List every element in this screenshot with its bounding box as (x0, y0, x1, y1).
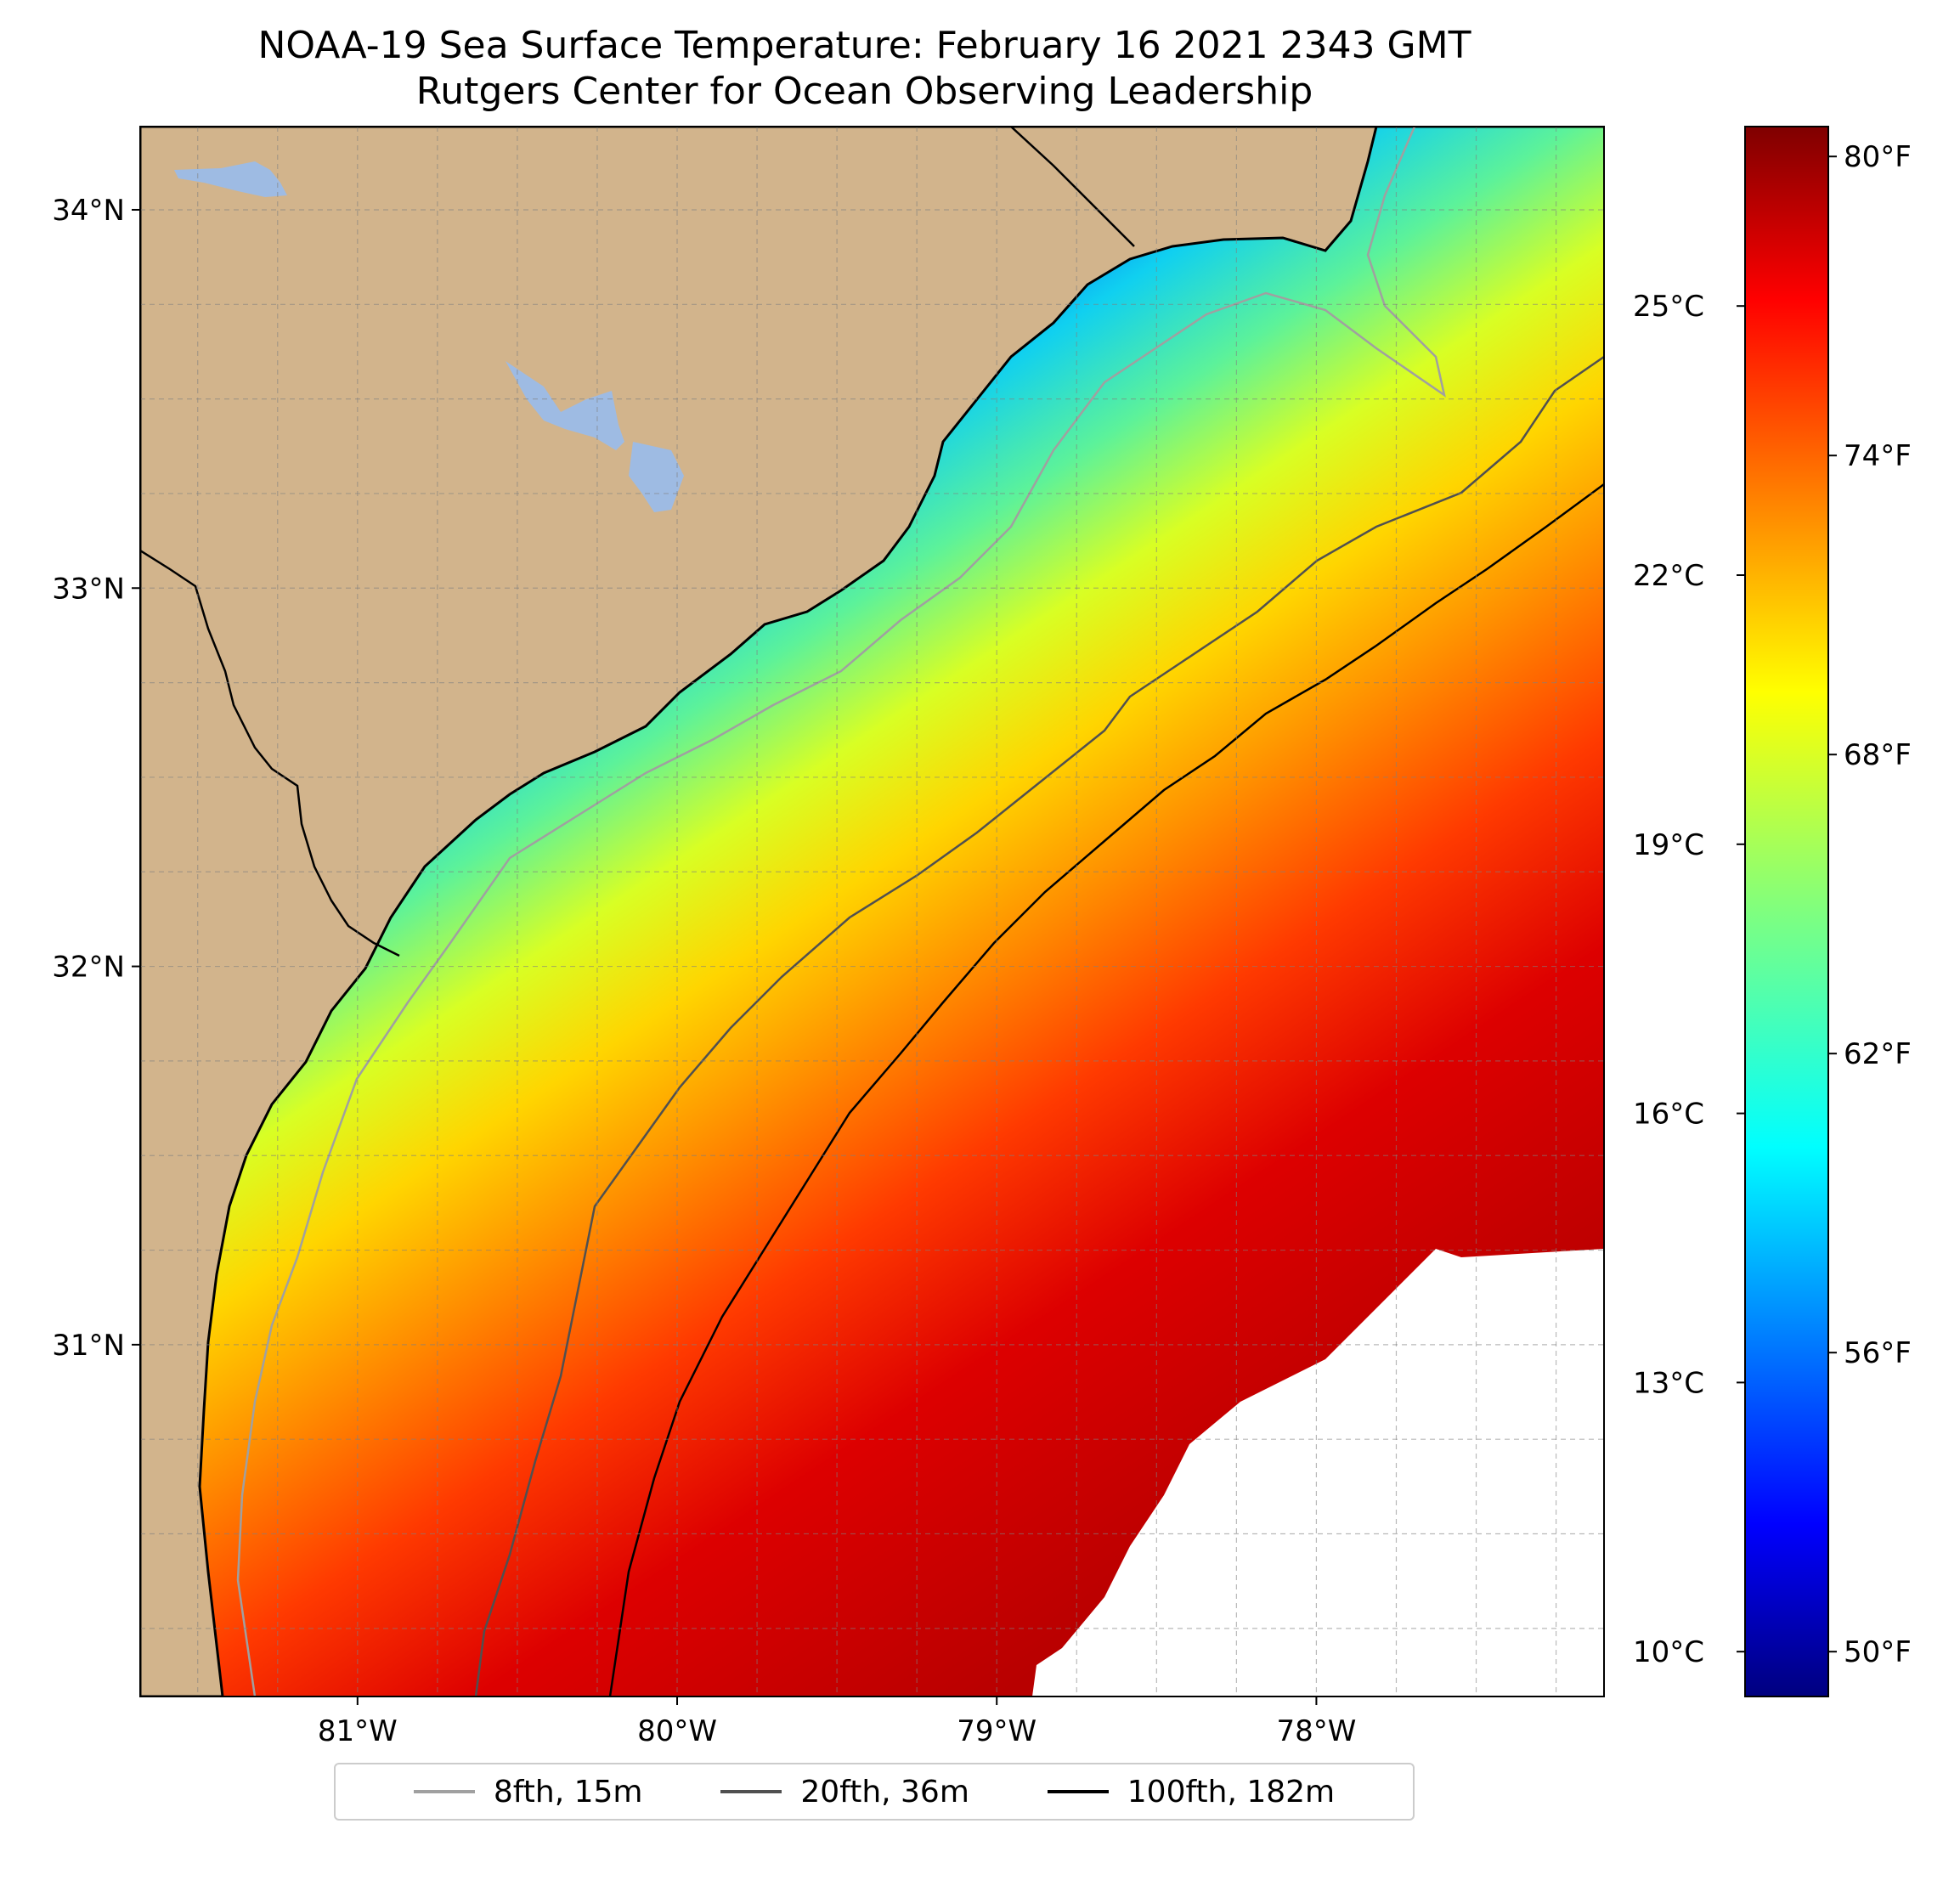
gridlines (140, 127, 1604, 1697)
legend-label: 20fth, 36m (800, 1774, 969, 1809)
fahrenheit-tick-label: 74°F (1844, 439, 1912, 473)
legend-label: 8fth, 15m (493, 1774, 643, 1809)
lat-tick-label: 32°N (52, 951, 125, 985)
map-area (140, 127, 1604, 1697)
isobath-15m-line (236, 127, 1446, 1697)
celsius-tick-label: 22°C (1633, 559, 1704, 593)
lat-tick-label: 33°N (52, 572, 125, 606)
colorbar-fahrenheit-ticks: 50°F 56°F 62°F 68°F 74°F 80°F (1828, 140, 1912, 1669)
lon-tick-label: 78°W (1276, 1714, 1356, 1748)
lon-tick-label: 81°W (318, 1714, 398, 1748)
fahrenheit-tick-label: 62°F (1844, 1037, 1912, 1071)
state-border-line-2 (1010, 127, 1135, 247)
chart-subtitle: Rutgers Center for Ocean Observing Leade… (415, 70, 1313, 113)
fahrenheit-tick-label: 68°F (1844, 738, 1912, 772)
lat-tick-label: 31°N (52, 1329, 125, 1363)
legend-item: 8fth, 15m (413, 1774, 643, 1809)
isobath-182m-line (608, 483, 1604, 1697)
fahrenheit-tick-label: 56°F (1844, 1336, 1912, 1370)
chart-title: NOAA-19 Sea Surface Temperature: Februar… (257, 24, 1471, 67)
colorbar (1744, 126, 1829, 1697)
lake-north-lake (174, 161, 287, 197)
cloud-no-data-region (1032, 1249, 1604, 1697)
state-border-line (140, 549, 400, 957)
lon-tick-label: 80°W (637, 1714, 717, 1748)
legend: 8fth, 15m 20fth, 36m 100fth, 182m (334, 1763, 1415, 1821)
longitude-ticks: 81°W 80°W 79°W 78°W (318, 1697, 1356, 1748)
legend-line-swatch (720, 1790, 782, 1793)
latitude-ticks: 34°N 33°N 32°N 31°N (52, 194, 140, 1363)
fahrenheit-tick-label: 50°F (1844, 1635, 1912, 1669)
legend-line-swatch (1047, 1790, 1109, 1793)
celsius-tick-label: 25°C (1633, 290, 1704, 324)
legend-item: 100fth, 182m (1047, 1774, 1336, 1809)
lon-tick-label: 79°W (957, 1714, 1036, 1748)
land-area (140, 127, 1604, 1697)
isobath-36m-line (474, 355, 1604, 1697)
legend-line-swatch (413, 1790, 475, 1793)
fahrenheit-tick-label: 80°F (1844, 140, 1912, 174)
lake-marion-lake (506, 361, 624, 450)
lake-moultrie-lake (629, 442, 684, 512)
colorbar-celsius-ticks: 10°C 13°C 16°C 19°C 22°C 25°C (1633, 290, 1745, 1669)
celsius-tick-label: 16°C (1633, 1098, 1704, 1132)
celsius-tick-label: 10°C (1633, 1635, 1704, 1669)
celsius-tick-label: 19°C (1633, 828, 1704, 862)
celsius-tick-label: 13°C (1633, 1366, 1704, 1400)
lat-tick-label: 34°N (52, 194, 125, 228)
map-frame (139, 126, 1605, 1697)
legend-item: 20fth, 36m (720, 1775, 969, 1809)
legend-label: 100fth, 182m (1127, 1774, 1336, 1809)
